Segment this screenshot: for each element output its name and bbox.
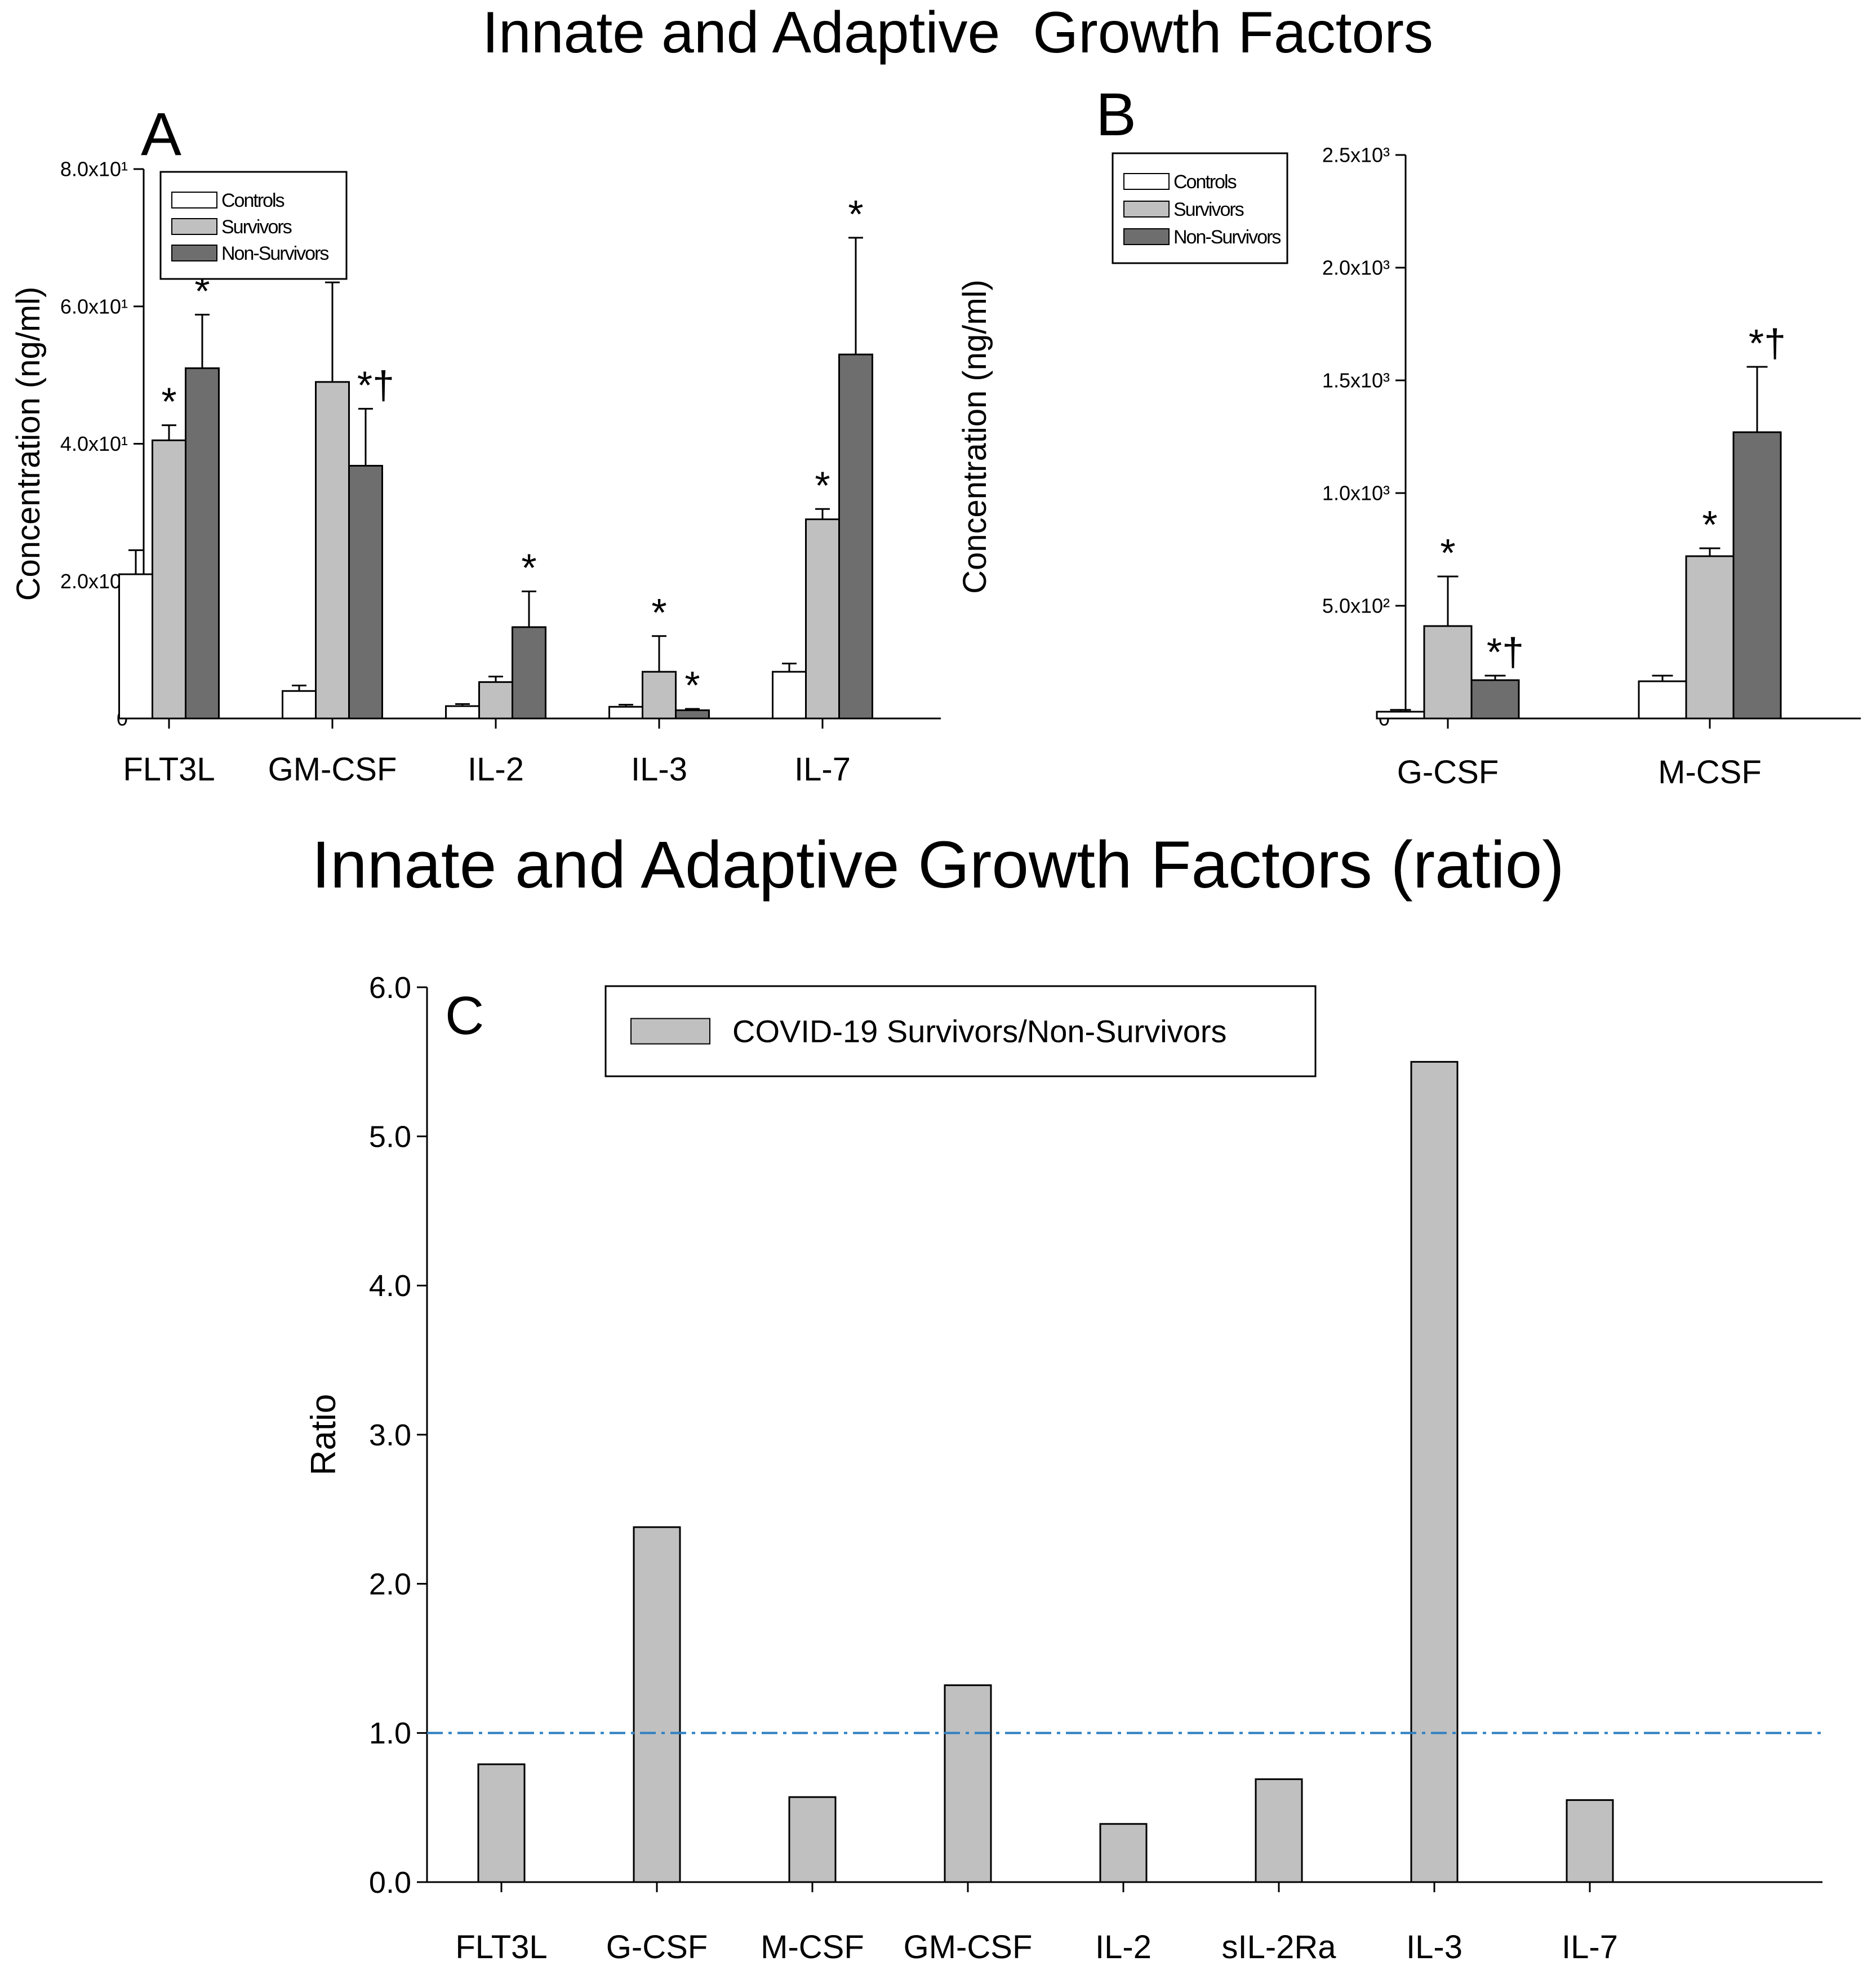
y-tick-label: 1.5x10³ — [1322, 369, 1390, 392]
bar-non-survivors — [1732, 431, 1782, 720]
x-tick-label: GM-CSF — [904, 1929, 1033, 1965]
bar-non-survivors — [838, 353, 873, 720]
significance-mark: *† — [1487, 630, 1524, 674]
bar-controls — [118, 573, 153, 720]
bar-non-survivors — [512, 626, 546, 720]
significance-mark: *† — [1749, 321, 1786, 365]
x-tick-label: FLT3L — [455, 1929, 547, 1965]
x-tick-label: G-CSF — [1397, 754, 1499, 791]
legend-swatch — [1123, 228, 1170, 245]
x-tick-label: M-CSF — [1658, 754, 1762, 791]
y-axis-label: Concentration (ng/ml) — [10, 287, 47, 601]
legend-swatch — [1123, 201, 1170, 218]
bar-covid-19-survivors-non-survivors — [1099, 1823, 1148, 1883]
bar-covid-19-survivors-non-survivors — [1255, 1778, 1303, 1883]
bar-survivors — [1423, 625, 1473, 720]
x-tick-label: M-CSF — [761, 1929, 864, 1965]
x-tick-label: GM-CSF — [268, 751, 397, 788]
legend-box — [604, 985, 1317, 1077]
bar-controls — [1376, 711, 1425, 720]
legend-label: Survivors — [221, 216, 292, 238]
bar-survivors — [478, 681, 513, 720]
legend-swatch — [171, 218, 217, 235]
bar-non-survivors — [1470, 679, 1520, 720]
y-axis-label: Ratio — [304, 1394, 343, 1476]
x-tick-label: IL-3 — [1406, 1929, 1462, 1965]
panel-c-chart: 0.0 1.0 2.0 3.0 4.0 5.0 6.0 Ratio C FLT3L G-CSF M-C… — [304, 971, 1822, 1965]
bar-controls — [608, 706, 643, 720]
legend-swatch — [171, 192, 217, 208]
bar-controls — [445, 705, 480, 720]
bar-non-survivors — [348, 465, 383, 720]
y-tick-label: 4.0x10¹ — [60, 432, 128, 455]
legend-label: Controls — [221, 190, 284, 211]
legend-label: Controls — [1173, 171, 1237, 193]
bar-covid-19-survivors-non-survivors — [633, 1526, 681, 1883]
bar-covid-19-survivors-non-survivors — [1410, 1061, 1459, 1883]
x-tick-label: IL-7 — [794, 751, 851, 788]
x-tick-label: FLT3L — [123, 751, 215, 788]
y-tick-label: 2.0 — [369, 1568, 411, 1601]
bar-survivors — [315, 381, 350, 720]
panel-letter: C — [445, 986, 484, 1046]
legend-label: COVID-19 Survivors/Non-Survivors — [732, 1014, 1227, 1049]
y-tick-label: 8.0x10¹ — [60, 158, 128, 181]
y-tick-label: 2.5x10³ — [1322, 144, 1390, 167]
bar-survivors — [1685, 555, 1735, 720]
significance-mark: * — [1440, 531, 1455, 575]
legend-swatch — [171, 245, 217, 261]
y-tick-label: 6.0x10¹ — [60, 295, 128, 318]
significance-mark: * — [684, 663, 700, 707]
legend-label: Non-Survivors — [221, 243, 328, 264]
legend-swatch — [630, 1018, 710, 1045]
significance-mark: * — [161, 380, 176, 424]
y-tick-label: 1.0 — [369, 1716, 411, 1750]
bar-controls — [772, 671, 807, 720]
x-tick-label: G-CSF — [606, 1929, 708, 1965]
y-tick-label: 0.0 — [369, 1866, 411, 1900]
bottom-title: Innate and Adaptive Growth Factors (rati… — [312, 828, 1564, 902]
legend-label: Survivors — [1173, 199, 1244, 220]
significance-mark: * — [848, 192, 863, 236]
panel-letter: B — [1096, 80, 1136, 148]
y-tick-label: 5.0 — [369, 1120, 411, 1154]
y-tick-label: 4.0 — [369, 1269, 411, 1303]
y-tick-label: 3.0 — [369, 1418, 411, 1452]
x-tick-label: IL-2 — [1095, 1929, 1152, 1965]
significance-mark: * — [651, 591, 666, 635]
panel-a-chart: 02.0x10¹4.0x10¹6.0x10¹8.0x10¹Concentrati… — [10, 100, 941, 788]
panel-b-chart: 05.0x10²1.0x10³1.5x10³2.0x10³2.5x10³Conc… — [957, 80, 1861, 791]
y-tick-label: 2.0x10¹ — [60, 570, 128, 593]
panel-letter: A — [141, 100, 181, 168]
x-tick-label: IL-2 — [468, 751, 524, 788]
legend-label: Non-Survivors — [1173, 227, 1281, 248]
bar-covid-19-survivors-non-survivors — [788, 1796, 837, 1883]
bar-non-survivors — [675, 709, 710, 720]
y-tick-label: 6.0 — [369, 971, 411, 1005]
legend-swatch — [1123, 173, 1170, 190]
top-title: Innate and Adaptive Growth Factors — [482, 0, 1433, 65]
significance-mark: * — [521, 546, 536, 590]
bar-covid-19-survivors-non-survivors — [1566, 1799, 1614, 1883]
y-tick-label: 2.0x10³ — [1322, 256, 1390, 279]
bar-survivors — [152, 439, 186, 720]
y-axis-label: Concentration (ng/ml) — [957, 279, 993, 594]
bar-survivors — [805, 518, 840, 720]
significance-mark: * — [1702, 503, 1717, 547]
bar-controls — [282, 690, 317, 720]
bar-survivors — [642, 671, 677, 720]
significance-mark: *† — [357, 363, 394, 407]
y-tick-label: 1.0x10³ — [1322, 482, 1390, 505]
bar-covid-19-survivors-non-survivors — [944, 1684, 992, 1883]
x-tick-label: IL-3 — [631, 751, 687, 788]
bar-controls — [1638, 680, 1687, 720]
x-tick-label: sIL-2Ra — [1221, 1929, 1336, 1965]
significance-mark: * — [815, 463, 830, 507]
x-tick-label: IL-7 — [1562, 1929, 1618, 1965]
y-tick-label: 5.0x10² — [1322, 594, 1390, 618]
bar-non-survivors — [185, 367, 220, 720]
bar-covid-19-survivors-non-survivors — [477, 1763, 526, 1883]
